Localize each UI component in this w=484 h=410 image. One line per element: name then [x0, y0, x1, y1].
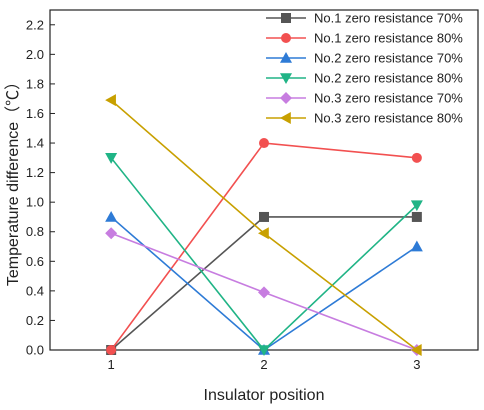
y-tick-label: 1.2	[26, 165, 44, 180]
legend-entry: No.3 zero resistance 80%	[266, 111, 463, 126]
data-point	[411, 152, 422, 163]
legend-marker	[280, 92, 292, 104]
y-tick-label: 1.6	[26, 106, 44, 121]
legend-marker	[281, 33, 291, 43]
x-tick-label: 3	[413, 357, 420, 372]
legend-marker	[281, 13, 291, 23]
legend: No.1 zero resistance 70% No.1 zero resist…	[266, 11, 463, 126]
data-point	[105, 153, 118, 164]
series-line	[110, 216, 417, 351]
legend-label: No.3 zero resistance 80%	[314, 111, 463, 126]
data-point	[410, 240, 423, 252]
y-tick-label: 1.4	[26, 136, 44, 151]
data-point	[259, 211, 269, 222]
legend-label: No.2 zero resistance 70%	[314, 51, 463, 66]
legend-entry: No.3 zero resistance 70%	[266, 91, 463, 106]
y-axis-title: Temperature difference（℃）	[4, 74, 22, 286]
y-tick-label: 2.2	[26, 17, 44, 32]
data-point	[258, 286, 270, 299]
data-point	[105, 227, 118, 240]
y-tick-label: 0.2	[26, 313, 44, 328]
y-tick-label: 1.0	[26, 195, 44, 210]
y-tick-label: 0.8	[26, 224, 44, 239]
x-axis-title: Insulator position	[204, 387, 325, 404]
series-line	[110, 142, 417, 351]
y-tick-label: 0.0	[26, 343, 44, 358]
data-point	[105, 94, 116, 107]
legend-label: No.1 zero resistance 80%	[314, 31, 463, 46]
series-line	[110, 216, 418, 352]
series-line	[110, 157, 418, 352]
series-5	[105, 227, 423, 356]
y-tick-label: 1.8	[26, 76, 44, 91]
legend-entry: No.2 zero resistance 80%	[266, 71, 463, 86]
data-point	[259, 138, 269, 149]
series-6	[105, 94, 422, 356]
legend-marker	[280, 73, 292, 84]
y-tick-label: 0.4	[26, 283, 44, 298]
y-tick-label: 0.6	[26, 254, 44, 269]
series-line	[110, 99, 418, 351]
legend-marker	[280, 52, 292, 63]
legend-entry: No.2 zero resistance 70%	[266, 51, 463, 66]
data-point	[105, 210, 118, 222]
legend-entry: No.1 zero resistance 70%	[266, 11, 463, 26]
x-tick-label: 1	[108, 357, 115, 372]
legend-marker	[280, 112, 291, 124]
legend-label: No.3 zero resistance 70%	[314, 91, 463, 106]
data-point	[258, 227, 269, 240]
data-point	[410, 200, 423, 212]
x-tick-label: 2	[260, 357, 267, 372]
legend-label: No.1 zero resistance 70%	[314, 11, 463, 26]
series-2	[106, 138, 422, 355]
legend-entry: No.1 zero resistance 80%	[266, 31, 463, 46]
data-point	[106, 345, 117, 355]
series-layer	[105, 94, 423, 356]
data-point	[411, 211, 422, 222]
series-4	[105, 153, 423, 356]
data-point	[258, 345, 270, 356]
y-tick-label: 2.0	[26, 47, 44, 62]
legend-label: No.2 zero resistance 80%	[314, 71, 463, 86]
data-point	[410, 344, 422, 356]
y-axis: 0.0 0.2 0.4 0.6 0.8 1.0 1.2 1.4 1.6 1.8 2.0 2.2	[26, 17, 55, 358]
